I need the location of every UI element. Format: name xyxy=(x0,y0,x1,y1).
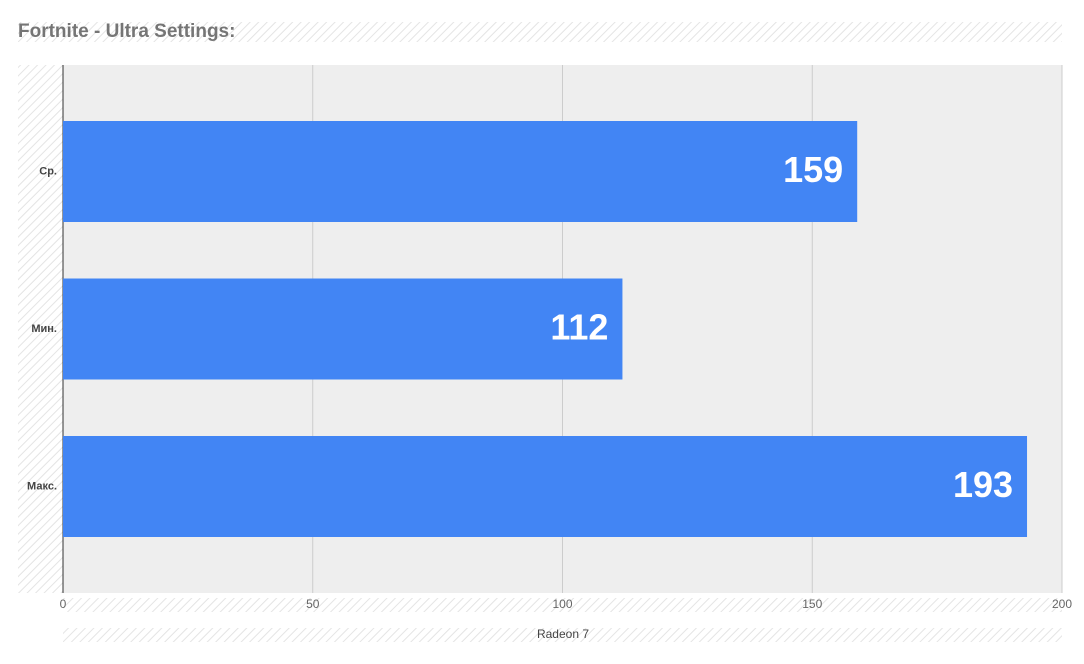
x-tick-label: 150 xyxy=(802,597,822,611)
x-tick-label: 200 xyxy=(1052,597,1072,611)
x-tick-label: 100 xyxy=(552,597,572,611)
bar xyxy=(63,436,1028,537)
x-tick-label: 0 xyxy=(60,597,67,611)
x-tick-label: 50 xyxy=(306,597,320,611)
y-tick-label: Ср. xyxy=(39,165,57,177)
bar xyxy=(63,121,858,222)
title-hatch xyxy=(18,22,1062,42)
plot: 0 50 100 150 200 Ср. 159 Мин. 112 Макс. 193 xyxy=(27,65,1072,611)
axis-hatch xyxy=(63,628,1062,642)
chart-title: Fortnite - Ultra Settings: xyxy=(18,21,235,42)
axis-hatch xyxy=(18,65,63,593)
value-label: 193 xyxy=(953,464,1013,505)
bar xyxy=(63,278,623,380)
value-label: 159 xyxy=(783,149,843,190)
axis-hatch xyxy=(63,598,1062,612)
y-tick-label: Макс. xyxy=(27,480,57,492)
y-tick-label: Мин. xyxy=(31,323,57,335)
value-label: 112 xyxy=(550,307,608,348)
x-axis-title: Radeon 7 xyxy=(537,627,589,641)
